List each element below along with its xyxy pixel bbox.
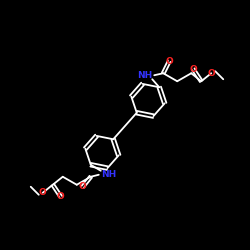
Text: O: O xyxy=(57,192,65,201)
Text: O: O xyxy=(189,65,197,74)
Text: NH: NH xyxy=(138,71,153,80)
Text: O: O xyxy=(39,188,47,197)
Text: O: O xyxy=(165,57,173,66)
Text: NH: NH xyxy=(101,170,116,179)
Text: O: O xyxy=(207,69,215,78)
Text: O: O xyxy=(79,182,87,191)
